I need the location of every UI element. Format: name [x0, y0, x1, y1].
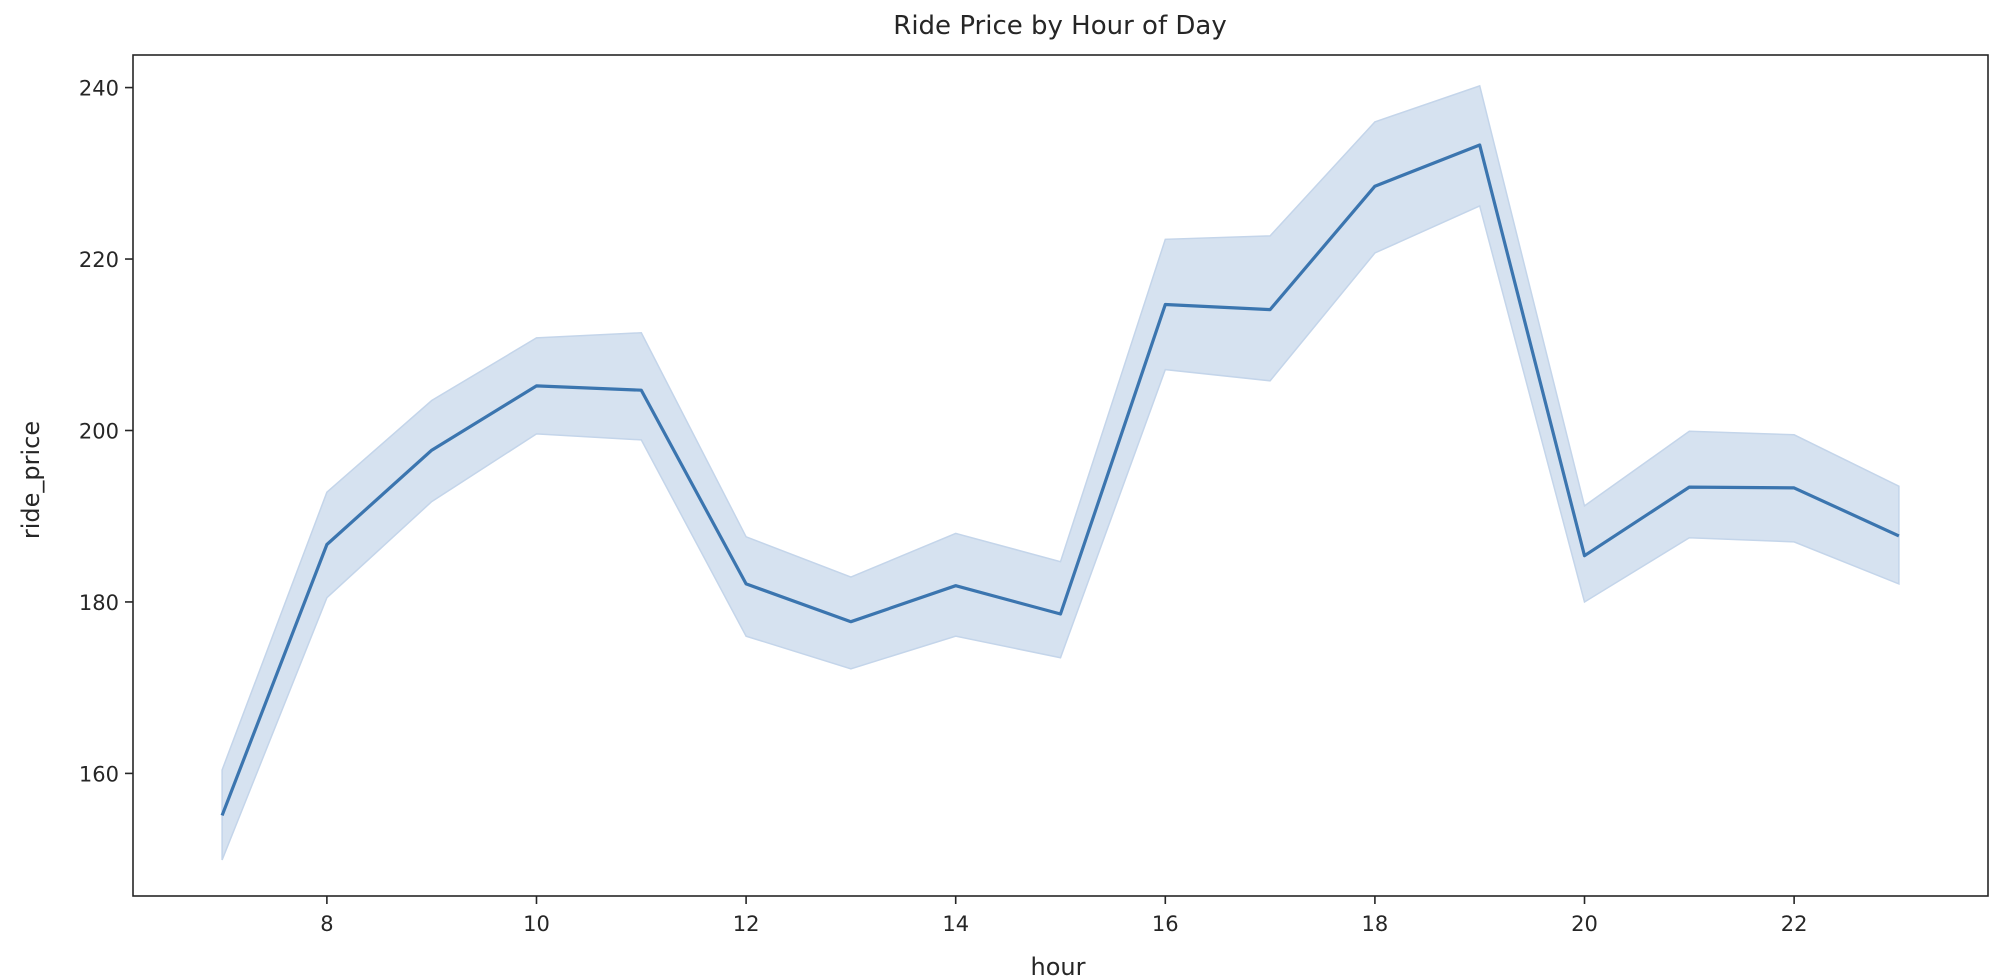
tick-layer: 8 10 12 14 16 18 20 22 160 180 200 220 240: [79, 77, 1808, 936]
y-tick-label: 200: [79, 419, 119, 443]
data-point: [321, 539, 333, 551]
data-point: [531, 380, 543, 392]
data-point: [1788, 482, 1800, 494]
series-line: [220, 143, 1900, 816]
x-tick-label: 10: [523, 912, 550, 936]
data-point: [216, 809, 228, 821]
x-tick-label: 20: [1571, 912, 1598, 936]
data-point: [635, 384, 647, 396]
plot-layer: [216, 84, 1905, 861]
data-point: [1579, 550, 1591, 562]
x-tick-label: 8: [320, 912, 333, 936]
y-tick-label: 160: [79, 762, 119, 786]
data-point: [1159, 299, 1171, 311]
data-point: [1055, 608, 1067, 620]
x-tick-label: 16: [1152, 912, 1179, 936]
chart-title: Ride Price by Hour of Day: [893, 11, 1226, 41]
x-tick-label: 22: [1781, 912, 1808, 936]
data-point: [950, 580, 962, 592]
data-point: [1893, 530, 1905, 542]
data-point: [1264, 304, 1276, 316]
y-tick-label: 180: [79, 591, 119, 615]
y-tick-label: 240: [79, 77, 119, 101]
data-point: [426, 444, 438, 456]
x-axis-label: hour: [1031, 953, 1086, 976]
y-tick-label: 220: [79, 248, 119, 272]
x-tick-label: 14: [942, 912, 969, 936]
plot-frame: [132, 54, 1989, 897]
data-point: [1474, 139, 1486, 151]
data-point: [845, 616, 857, 628]
data-point: [1369, 180, 1381, 192]
x-tick-label: 18: [1362, 912, 1389, 936]
confidence-band: [221, 84, 1900, 861]
axes-layer: [132, 54, 1989, 897]
x-tick-label: 12: [733, 912, 760, 936]
y-axis-label: ride_price: [17, 421, 45, 539]
data-point: [1683, 481, 1695, 493]
data-point: [740, 578, 752, 590]
